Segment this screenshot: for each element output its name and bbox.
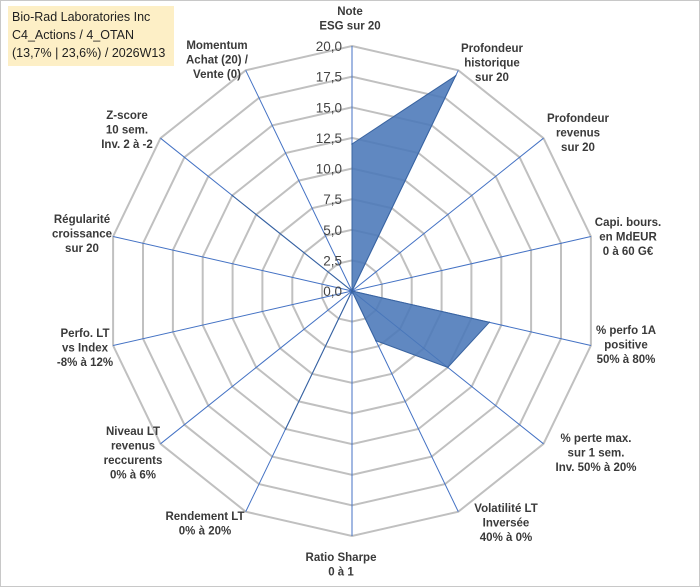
axis-label-4: % perfo 1A positive 50% à 80% xyxy=(596,325,656,366)
chart-title-box: Bio-Rad Laboratories Inc C4_Actions / 4_… xyxy=(8,6,174,66)
data-point-13 xyxy=(351,290,353,292)
axis-label-8: Rendement LT 0% à 20% xyxy=(165,511,244,538)
axis-spoke-13 xyxy=(245,70,353,292)
tick-label-3: 7,5 xyxy=(323,192,342,207)
tick-label-2: 5,0 xyxy=(323,223,342,238)
data-point-4 xyxy=(488,321,491,324)
radar-axis-labels: Note ESG sur 20 Profondeur historique sur 20… xyxy=(52,6,661,579)
axis-spoke-11 xyxy=(112,236,353,292)
axis-spoke-9 xyxy=(160,290,353,445)
tick-label-6: 15,0 xyxy=(316,100,342,115)
data-point-12 xyxy=(231,194,234,197)
axis-label-11: Régularité croissance sur 20 xyxy=(52,214,112,255)
tick-label-5: 12,5 xyxy=(316,131,342,146)
axis-label-9: Niveau LT revenus reccurents 0% à 6% xyxy=(104,426,163,482)
radar-series xyxy=(231,74,491,430)
data-point-0 xyxy=(351,143,353,145)
axis-spoke-3 xyxy=(351,236,592,292)
period-label: (13,7% | 23,6%) / 2026W13 xyxy=(12,46,166,60)
data-point-1 xyxy=(454,75,457,77)
data-point-6 xyxy=(375,339,377,342)
data-point-8 xyxy=(284,428,287,430)
axis-label-5: % perte max. sur 1 sem. Inv. 50% à 20% xyxy=(556,433,637,474)
axis-label-6: Volatilité LT Inversée 40% à 0% xyxy=(474,503,537,544)
data-point-5 xyxy=(447,366,449,369)
axis-label-12: Z-score 10 sem. Inv. 2 à -2 xyxy=(101,110,153,151)
axis-label-2: Profondeur revenus sur 20 xyxy=(547,113,609,154)
tick-label-0: 0,0 xyxy=(323,284,342,299)
axis-label-1: Profondeur historique sur 20 xyxy=(461,43,523,84)
axis-label-10: Perfo. LT vs Index -8% à 12% xyxy=(57,328,113,369)
axis-spoke-2 xyxy=(351,137,544,292)
axis-label-7: Ratio Sharpe 0 à 1 xyxy=(306,552,377,579)
axis-label-0: Note ESG sur 20 xyxy=(319,6,380,33)
axis-label-3: Capi. bours. en MdEUR 0 à 60 G€ xyxy=(595,217,661,258)
tick-label-1: 2,5 xyxy=(323,253,342,268)
series-area xyxy=(231,74,491,430)
tick-label-4: 10,0 xyxy=(316,162,342,177)
portfolio-label: C4_Actions / 4_OTAN xyxy=(12,28,135,42)
company-name: Bio-Rad Laboratories Inc xyxy=(12,10,151,24)
tick-label-8: 20,0 xyxy=(316,39,342,54)
radar-tick-labels: 0,0 2,5 5,0 7,5 10,0 12,5 15,0 17,5 20,0 xyxy=(316,39,342,299)
axis-label-13: Momentum Achat (20) / Vente (0) xyxy=(186,40,249,81)
axis-spoke-10 xyxy=(112,290,353,346)
tick-label-7: 17,5 xyxy=(316,70,342,85)
